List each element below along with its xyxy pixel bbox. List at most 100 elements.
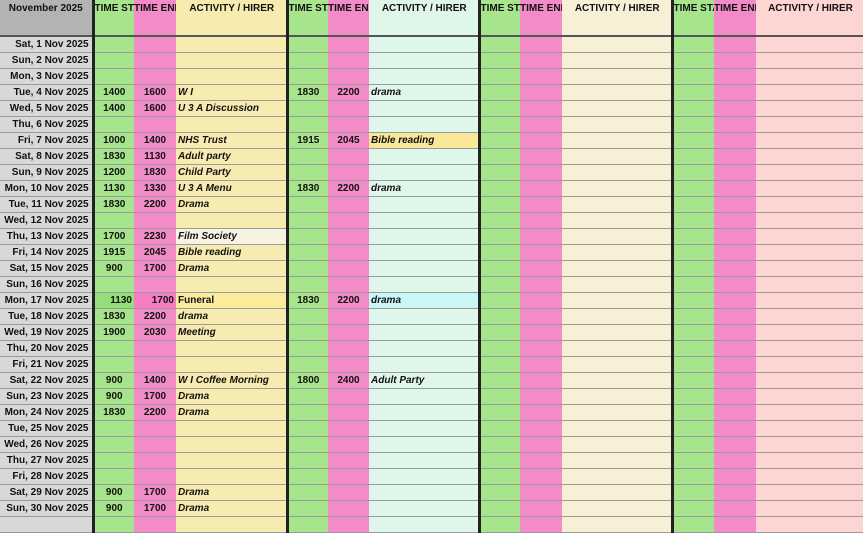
activity-cell[interactable] — [756, 436, 863, 453]
activity-cell[interactable] — [562, 100, 674, 117]
time-end-cell[interactable] — [714, 148, 756, 165]
time-start-cell[interactable] — [287, 436, 328, 453]
time-end-cell[interactable] — [328, 324, 369, 341]
activity-cell[interactable] — [562, 132, 674, 149]
time-end-cell[interactable] — [134, 356, 176, 373]
time-end-cell[interactable] — [134, 340, 176, 357]
activity-cell[interactable] — [756, 228, 863, 245]
time-end-cell[interactable] — [714, 84, 756, 101]
time-end-cell[interactable] — [714, 132, 756, 149]
time-start-cell[interactable] — [672, 212, 714, 229]
time-start-cell[interactable] — [287, 388, 328, 405]
time-start-cell[interactable] — [672, 52, 714, 69]
activity-cell[interactable]: U 3 A Menu — [176, 180, 289, 197]
time-start-cell[interactable]: 900 — [93, 260, 134, 277]
time-end-cell[interactable] — [714, 372, 756, 389]
activity-cell[interactable] — [756, 340, 863, 357]
time-end-cell[interactable]: 1600 — [134, 100, 176, 117]
time-start-cell[interactable] — [672, 340, 714, 357]
activity-cell[interactable] — [369, 436, 481, 453]
time-start-cell[interactable] — [479, 356, 520, 373]
time-end-cell[interactable] — [328, 52, 369, 69]
activity-cell[interactable] — [176, 52, 289, 69]
activity-cell[interactable]: drama — [369, 84, 481, 101]
time-start-cell[interactable]: 1200 — [93, 164, 134, 181]
time-start-cell[interactable] — [672, 132, 714, 149]
time-start-cell[interactable] — [479, 212, 520, 229]
time-start-cell[interactable] — [287, 500, 328, 517]
activity-cell[interactable] — [562, 468, 674, 485]
time-start-cell[interactable] — [287, 452, 328, 469]
activity-cell[interactable] — [369, 100, 481, 117]
time-end-cell[interactable] — [714, 356, 756, 373]
time-end-cell[interactable] — [714, 228, 756, 245]
time-start-cell[interactable] — [93, 340, 134, 357]
activity-cell[interactable] — [369, 340, 481, 357]
activity-cell[interactable] — [562, 292, 674, 309]
time-end-cell[interactable] — [714, 484, 756, 501]
activity-cell[interactable] — [562, 436, 674, 453]
time-start-cell[interactable] — [479, 68, 520, 85]
activity-cell[interactable] — [562, 516, 674, 533]
time-end-cell[interactable]: 1700 — [134, 292, 176, 309]
activity-cell[interactable] — [176, 116, 289, 133]
time-start-cell[interactable] — [479, 84, 520, 101]
time-start-cell[interactable] — [479, 484, 520, 501]
time-start-cell[interactable] — [672, 468, 714, 485]
time-start-cell[interactable] — [672, 260, 714, 277]
time-end-cell[interactable]: 2200 — [134, 196, 176, 213]
time-start-cell[interactable] — [672, 228, 714, 245]
time-start-cell[interactable] — [479, 468, 520, 485]
time-start-cell[interactable] — [287, 164, 328, 181]
time-start-cell[interactable] — [479, 100, 520, 117]
time-start-cell[interactable] — [479, 228, 520, 245]
activity-cell[interactable] — [369, 420, 481, 437]
activity-cell[interactable] — [369, 116, 481, 133]
time-start-cell[interactable] — [287, 420, 328, 437]
activity-cell[interactable] — [756, 292, 863, 309]
time-start-cell[interactable] — [287, 516, 328, 533]
activity-cell[interactable] — [176, 516, 289, 533]
time-start-cell[interactable] — [672, 276, 714, 293]
activity-cell[interactable] — [562, 116, 674, 133]
time-end-cell[interactable] — [520, 52, 562, 69]
time-start-cell[interactable] — [672, 68, 714, 85]
time-end-cell[interactable] — [328, 36, 369, 53]
time-end-cell[interactable] — [520, 180, 562, 197]
activity-cell[interactable]: drama — [369, 292, 481, 309]
activity-cell[interactable] — [369, 276, 481, 293]
time-start-cell[interactable] — [672, 388, 714, 405]
time-end-cell[interactable] — [520, 484, 562, 501]
activity-cell[interactable] — [562, 404, 674, 421]
activity-cell[interactable]: Drama — [176, 260, 289, 277]
time-start-cell[interactable] — [672, 356, 714, 373]
activity-cell[interactable]: Film Society — [176, 228, 289, 245]
time-start-cell[interactable] — [287, 340, 328, 357]
activity-cell[interactable] — [176, 420, 289, 437]
time-start-cell[interactable]: 900 — [93, 372, 134, 389]
activity-cell[interactable] — [562, 500, 674, 517]
activity-cell[interactable] — [756, 148, 863, 165]
time-start-cell[interactable] — [479, 516, 520, 533]
time-start-cell[interactable] — [93, 452, 134, 469]
activity-cell[interactable]: Adult Party — [369, 372, 481, 389]
activity-cell[interactable] — [756, 132, 863, 149]
time-end-cell[interactable] — [714, 436, 756, 453]
time-end-cell[interactable] — [714, 244, 756, 261]
activity-cell[interactable] — [562, 180, 674, 197]
time-end-cell[interactable]: 2030 — [134, 324, 176, 341]
activity-cell[interactable] — [756, 388, 863, 405]
time-end-cell[interactable] — [328, 212, 369, 229]
time-start-cell[interactable]: 1830 — [93, 308, 134, 325]
activity-cell[interactable] — [369, 500, 481, 517]
time-end-cell[interactable] — [520, 404, 562, 421]
time-end-cell[interactable] — [520, 276, 562, 293]
activity-cell[interactable] — [369, 452, 481, 469]
activity-cell[interactable] — [756, 180, 863, 197]
time-end-cell[interactable]: 2045 — [328, 132, 369, 149]
time-end-cell[interactable] — [328, 260, 369, 277]
time-start-cell[interactable] — [93, 420, 134, 437]
time-start-cell[interactable] — [672, 36, 714, 53]
time-start-cell[interactable]: 900 — [93, 388, 134, 405]
time-start-cell[interactable] — [672, 516, 714, 533]
